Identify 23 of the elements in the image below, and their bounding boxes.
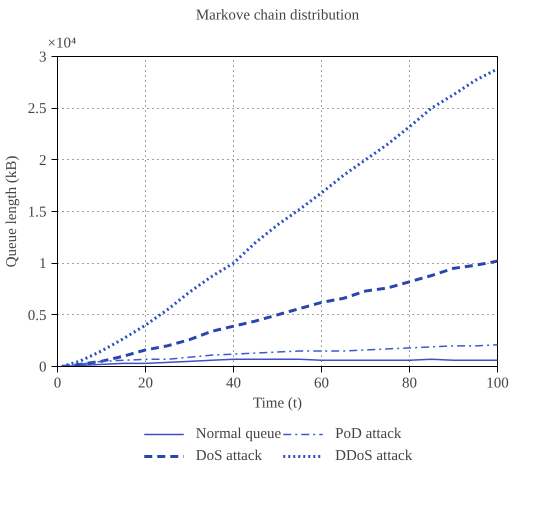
line-series xyxy=(60,67,498,366)
chart-title: Markove chain distribution xyxy=(196,8,360,24)
legend-label: DDoS attack xyxy=(335,448,412,464)
legend-label: Normal queue xyxy=(196,426,282,442)
y-tick-label: 3 xyxy=(39,50,46,66)
y-tick-label: 0.5 xyxy=(28,308,46,324)
y-axis-title: Queue length (kB) xyxy=(4,156,20,268)
x-tick-label: 100 xyxy=(486,376,509,392)
y-tick-label: 2.5 xyxy=(28,101,46,118)
x-tick-label: 60 xyxy=(314,376,329,392)
x-tick-label: 40 xyxy=(226,376,241,392)
x-tick-label: 20 xyxy=(138,376,153,392)
text: ×10⁴ xyxy=(48,36,76,52)
y-tick-label: 1 xyxy=(39,256,46,272)
legend-label: DoS attack xyxy=(196,448,262,464)
y-tick-label: 1.5 xyxy=(28,204,46,220)
y-tick-label: 0 xyxy=(39,360,46,376)
x-tick-label: 80 xyxy=(402,376,417,392)
x-axis-title: Time (t) xyxy=(252,396,302,412)
x-tick-label: 0 xyxy=(54,376,62,392)
legend-label: PoD attack xyxy=(335,426,402,442)
y-tick-label: 2 xyxy=(39,152,46,169)
line-series xyxy=(61,344,498,366)
